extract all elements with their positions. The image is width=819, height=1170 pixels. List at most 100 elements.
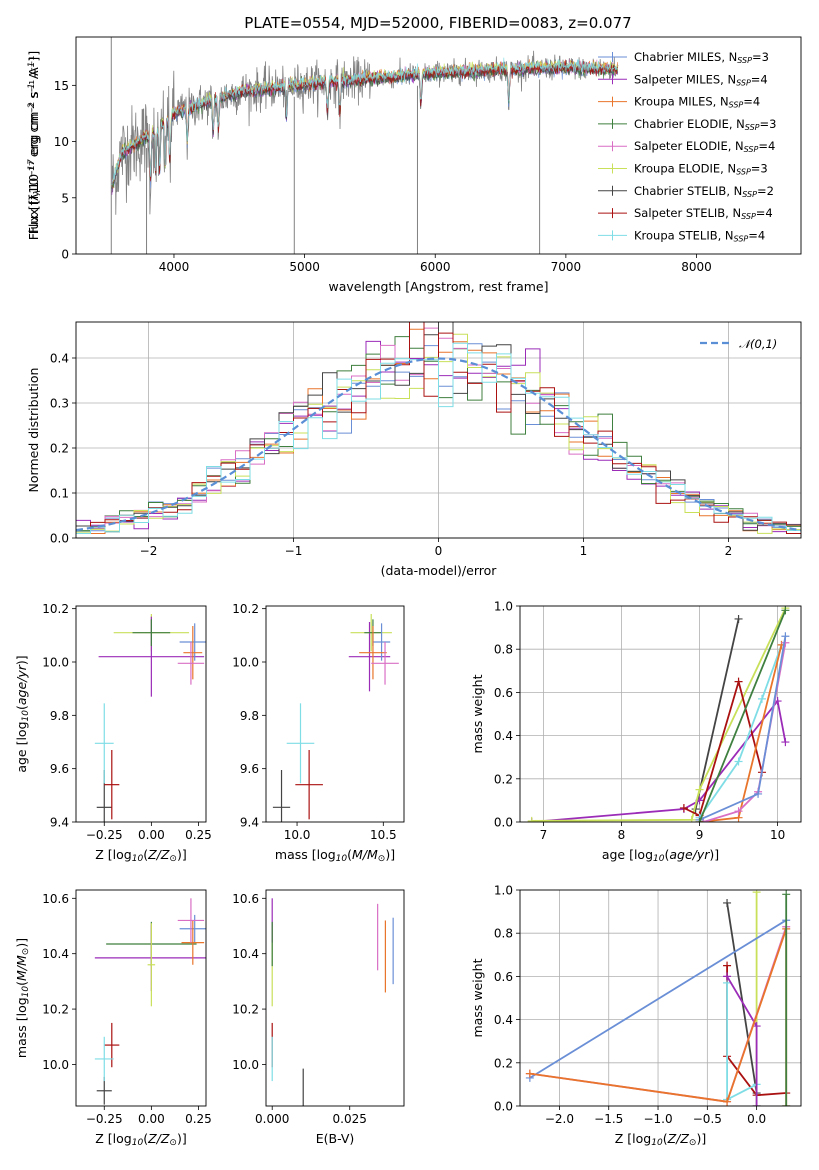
series-marker: [781, 632, 790, 641]
x-tick-label: 0.00: [138, 828, 165, 842]
plot-area: [76, 322, 801, 534]
x-tick-label: 10.0: [284, 828, 311, 842]
x-tick-label: 0: [435, 544, 443, 558]
series-marker: [695, 818, 704, 822]
y-axis-label: mass weight: [470, 674, 485, 753]
data-point: [179, 623, 206, 661]
y-tick-label: 9.8: [240, 709, 259, 723]
plot-area: [271, 898, 394, 1106]
series-line: [531, 698, 787, 822]
x-tick-label: −1.5: [594, 1112, 623, 1126]
y-tick-label: 5: [61, 191, 69, 205]
x-tick-label: 5000: [289, 260, 320, 274]
series-marker: [695, 785, 704, 794]
axes-frame: [75, 889, 207, 1107]
legend-label: Salpeter MILES, NSSP=4: [634, 72, 768, 87]
x-tick-label: 0.000: [255, 1112, 289, 1126]
y-tick-label: 1.0: [494, 884, 513, 898]
legend-label: Kroupa STELIB, NSSP=4: [634, 228, 765, 243]
age-vs-metallicity-panel: −0.25 0.00 0.25 9.4 9.6 9.8 10.0 10.2 Z [log10(Z…: [14, 602, 212, 864]
y-tick-label: 0.2: [494, 1056, 513, 1070]
series-line: [694, 618, 740, 810]
weight-series: [695, 606, 790, 822]
series-marker: [734, 677, 743, 686]
normal-curve: [76, 357, 801, 532]
y-tick-label: 0.3: [50, 397, 69, 411]
age-vs-mass-panel: 10.0 10.5 9.4 9.6 9.8 10.0 10.2 mass [log10(M/M…: [232, 602, 405, 864]
y-tick-label: 0.4: [494, 729, 513, 743]
data-point: [359, 626, 387, 680]
weight-series: [679, 677, 766, 820]
x-axis-label: wavelength [Angstrom, rest frame]: [328, 279, 548, 294]
y-tick-label: 10.0: [42, 656, 69, 670]
series-marker: [752, 1022, 761, 1031]
weight-series: [695, 640, 786, 822]
mass-weight-vs-age-panel: 7 8 9 10 0.0 0.2 0.4 0.6 0.8 1.0 age [log10(age/yr…: [470, 600, 802, 864]
data-point: [104, 750, 120, 820]
y-tick-label: 0.1: [50, 487, 69, 501]
y-tick-label: 0.2: [50, 442, 69, 456]
y-tick-label: 0.4: [494, 1013, 513, 1027]
series-marker: [723, 1097, 732, 1106]
data-point: [295, 750, 323, 820]
series-marker: [752, 1102, 761, 1106]
plot-area: [527, 606, 790, 822]
y-axis-label: age [log10(age/yr)]: [14, 655, 31, 772]
series-line: [683, 678, 763, 817]
weight-series: [782, 890, 791, 1106]
series-line: [529, 919, 787, 1079]
data-point: [286, 703, 315, 784]
axes-frame: [75, 36, 802, 255]
y-axis-label: mass weight: [470, 958, 485, 1037]
legend-label: 𝒩(0,1): [739, 337, 777, 351]
x-axis-label: Z [log10(Z/Z⊙)]: [615, 1131, 706, 1148]
y-tick-label: 10.6: [232, 892, 259, 906]
y-tick-label: 0.0: [50, 532, 69, 546]
y-tick-label: 9.6: [50, 762, 69, 776]
data-point: [181, 920, 205, 965]
chart-title: PLATE=0554, MJD=52000, FIBERID=0083, z=0…: [244, 14, 631, 32]
y-tick-label: 10.2: [42, 1003, 69, 1017]
x-tick-label: 6000: [420, 260, 451, 274]
x-tick-label: −2.0: [545, 1112, 574, 1126]
data-point: [372, 623, 391, 661]
x-tick-label: 10.5: [370, 828, 397, 842]
series-marker: [679, 803, 688, 812]
x-tick-label: −0.25: [86, 828, 123, 842]
x-tick-label: 4000: [159, 260, 190, 274]
x-axis-label: (data-model)/error: [381, 563, 498, 578]
weight-series: [527, 697, 790, 822]
y-tick-label: 0.0: [494, 816, 513, 830]
y-tick-label: 1.0: [494, 600, 513, 614]
y-tick-label: 0.6: [494, 686, 513, 700]
axes-frame: [75, 605, 207, 823]
legend-label: Chabrier MILES, NSSP=3: [634, 50, 769, 65]
y-tick-label: 0: [61, 248, 69, 262]
series-line: [698, 609, 787, 822]
axes-frame: [265, 605, 405, 823]
y-tick-label: 0.8: [494, 643, 513, 657]
mass-vs-ebv-panel: 0.000 0.025 10.0 10.2 10.4 10.6 E(B-V): [232, 889, 405, 1146]
series-marker: [757, 694, 766, 703]
series-marker: [723, 961, 732, 970]
y-axis-label: Flux [fλ10-17 erg cm-2 s-1 A-1]: [26, 57, 43, 235]
series-marker: [781, 738, 790, 747]
series-line: [726, 902, 758, 1094]
x-tick-label: 7000: [551, 260, 582, 274]
y-tick-label: 9.6: [240, 762, 259, 776]
x-axis-label: mass [log10(M/M⊙)]: [275, 847, 395, 864]
y-tick-label: 10.2: [42, 602, 69, 616]
legend-label: Chabrier ELODIE, NSSP=3: [634, 117, 776, 132]
y-tick-label: 10: [54, 135, 69, 149]
plot-area: [94, 898, 206, 1105]
x-tick-label: −1: [285, 544, 303, 558]
x-tick-label: −1.0: [643, 1112, 672, 1126]
mass-weight-vs-metallicity-panel: −2.0 −1.5 −1.0 −0.5 0.0 0.0 0.2 0.4 0.6 0.8 1.0 Z […: [470, 884, 802, 1148]
series-line: [698, 644, 783, 819]
data-point: [147, 923, 156, 1007]
data-point: [177, 898, 205, 943]
x-tick-label: −2: [140, 544, 158, 558]
y-tick-label: 10.2: [232, 602, 259, 616]
axes-frame: [265, 889, 405, 1107]
